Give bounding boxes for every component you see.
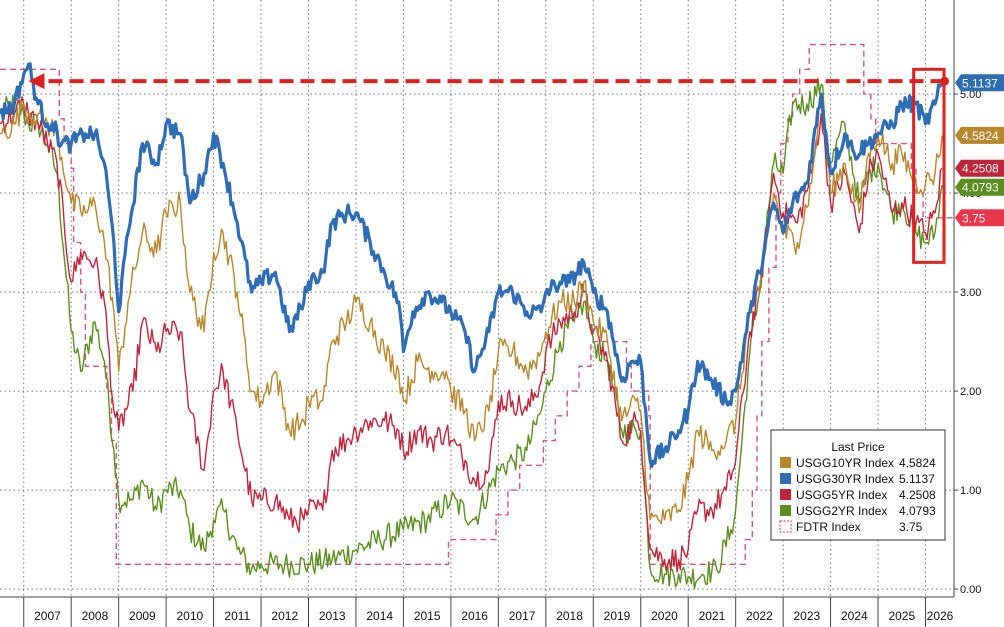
last-price-badges: 5.1137 4.5824 4.2508 4.0793 3.75 xyxy=(955,74,1004,227)
x-tick-label: 2013 xyxy=(319,609,346,623)
annotation-layer xyxy=(28,67,950,264)
legend-box xyxy=(770,429,946,541)
series-line-usgg2yr xyxy=(0,77,943,589)
y-tick-label: 5.00 xyxy=(960,89,981,101)
x-tick-label: 2016 xyxy=(461,609,488,623)
x-tick-label: 2011 xyxy=(224,609,250,623)
x-tick-label: 2010 xyxy=(176,609,203,623)
legend-entry-name: FDTR Index xyxy=(796,520,861,534)
badge-label: 4.0793 xyxy=(962,181,999,195)
legend-entry-name: USGG2YR Index xyxy=(796,504,887,518)
badge-shape xyxy=(955,74,1004,92)
legend-entry: USGG2YR Index 4.0793 xyxy=(780,504,936,518)
legend-swatch xyxy=(779,520,792,533)
badge-label: 4.2508 xyxy=(962,162,999,176)
y-tick-label: 1.00 xyxy=(960,485,981,497)
legend-swatch xyxy=(780,473,791,484)
y-tick-label: 2.00 xyxy=(960,386,981,398)
badge-label: 4.5824 xyxy=(962,129,999,143)
annotation-highlight-box xyxy=(912,67,946,264)
legend-title: Last Price xyxy=(831,440,885,454)
last-price-badge: 4.0793 xyxy=(955,178,1004,196)
x-tick-label: 2021 xyxy=(699,609,726,623)
legend-entry: FDTR Index 3.75 xyxy=(779,520,923,534)
x-tick-label: 2019 xyxy=(604,609,631,623)
x-tick-label: 2009 xyxy=(129,609,156,623)
legend: Last Price USGG10YR Index 4.5824 USGG30YR … xyxy=(770,429,946,541)
series-layer xyxy=(0,43,954,589)
x-tick-label: 2026 xyxy=(927,609,954,623)
series-line-usgg5yr xyxy=(0,96,943,573)
legend-entry: USGG5YR Index 4.2508 xyxy=(780,488,936,502)
badge-shape xyxy=(955,126,1004,144)
last-price-badge: 3.75 xyxy=(955,209,1004,227)
legend-entry-value: 5.1137 xyxy=(899,472,935,486)
legend-swatch xyxy=(780,505,791,516)
x-tick-label: 2015 xyxy=(414,609,441,623)
x-tick-label: 2020 xyxy=(651,609,678,623)
last-price-badge: 5.1137 xyxy=(955,74,1004,92)
legend-entries: USGG10YR Index 4.5824 USGG30YR Index 5.1137… xyxy=(779,456,936,534)
legend-entry-name: USGG30YR Index xyxy=(796,472,894,486)
x-tick-label: 2017 xyxy=(509,609,536,623)
x-tick-label: 2014 xyxy=(366,609,393,623)
legend-entry-value: 4.2508 xyxy=(899,488,936,502)
x-tick-label: 2018 xyxy=(556,609,583,623)
legend-entry: USGG10YR Index 4.5824 xyxy=(780,456,936,470)
last-price-badge: 4.5824 xyxy=(955,126,1004,144)
legend-entry-name: USGG5YR Index xyxy=(796,488,887,502)
grid-lines xyxy=(0,0,954,597)
x-tick-label: 2012 xyxy=(271,609,298,623)
x-tick-label: 2022 xyxy=(746,609,773,623)
x-tick-label: 2007 xyxy=(34,609,61,623)
x-tick-label: 2008 xyxy=(82,609,109,623)
y-tick-label: 0.00 xyxy=(960,584,981,596)
badge-shape xyxy=(955,159,1004,177)
legend-entry-value: 3.75 xyxy=(899,520,923,534)
annotation-arrow-head xyxy=(28,73,45,90)
badge-label: 5.1137 xyxy=(962,76,998,90)
legend-entry-value: 4.0793 xyxy=(899,504,936,518)
series-line-usgg30yr xyxy=(0,62,944,468)
x-tick-label: 2025 xyxy=(888,609,915,623)
x-tick-label: 2023 xyxy=(794,609,821,623)
y-tick-label: 3.00 xyxy=(960,287,981,299)
last-price-badge: 4.2508 xyxy=(955,159,1004,177)
legend-swatch xyxy=(780,489,791,500)
x-tick-label: 2024 xyxy=(841,609,868,623)
badge-shape xyxy=(955,209,1004,227)
legend-entry-name: USGG10YR Index xyxy=(796,456,894,470)
badge-label: 3.75 xyxy=(962,211,986,225)
legend-entry-value: 4.5824 xyxy=(899,456,936,470)
x-axis-ticks: 2007 2008 2009 2010 2011 2012 2013 2014 2015 2016… xyxy=(23,597,954,627)
badge-shape xyxy=(955,178,1004,196)
legend-swatch xyxy=(780,457,791,468)
legend-entry: USGG30YR Index 5.1137 xyxy=(780,472,935,486)
